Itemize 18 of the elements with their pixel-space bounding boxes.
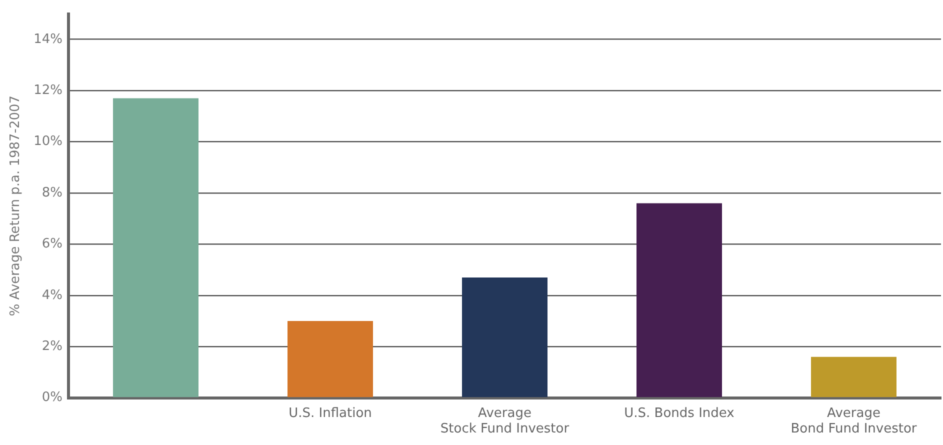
y-axis-title: % Average Return p.a. 1987-2007 (8, 95, 24, 316)
x-tick-label: U.S. Bonds Index (624, 406, 735, 421)
bar (810, 356, 896, 398)
y-tick-label: 12% (34, 82, 62, 98)
y-tick-label: 0% (42, 390, 62, 406)
bar (636, 203, 722, 398)
y-tick-label: 4% (42, 288, 62, 303)
y-tick-label: 14% (34, 32, 62, 47)
bar (112, 98, 198, 398)
y-tick-label: 10% (34, 134, 62, 150)
bar (287, 321, 373, 398)
bar (462, 277, 548, 398)
x-tick-label: U.S. Inflation (288, 406, 372, 421)
x-tick-label: Average Stock Fund Investor (440, 406, 570, 437)
y-tick-label: 6% (42, 236, 62, 252)
y-tick-label: 8% (42, 185, 62, 200)
y-tick-label: 2% (42, 338, 62, 354)
x-tick-label: Average Bond Fund Investor (790, 406, 918, 437)
